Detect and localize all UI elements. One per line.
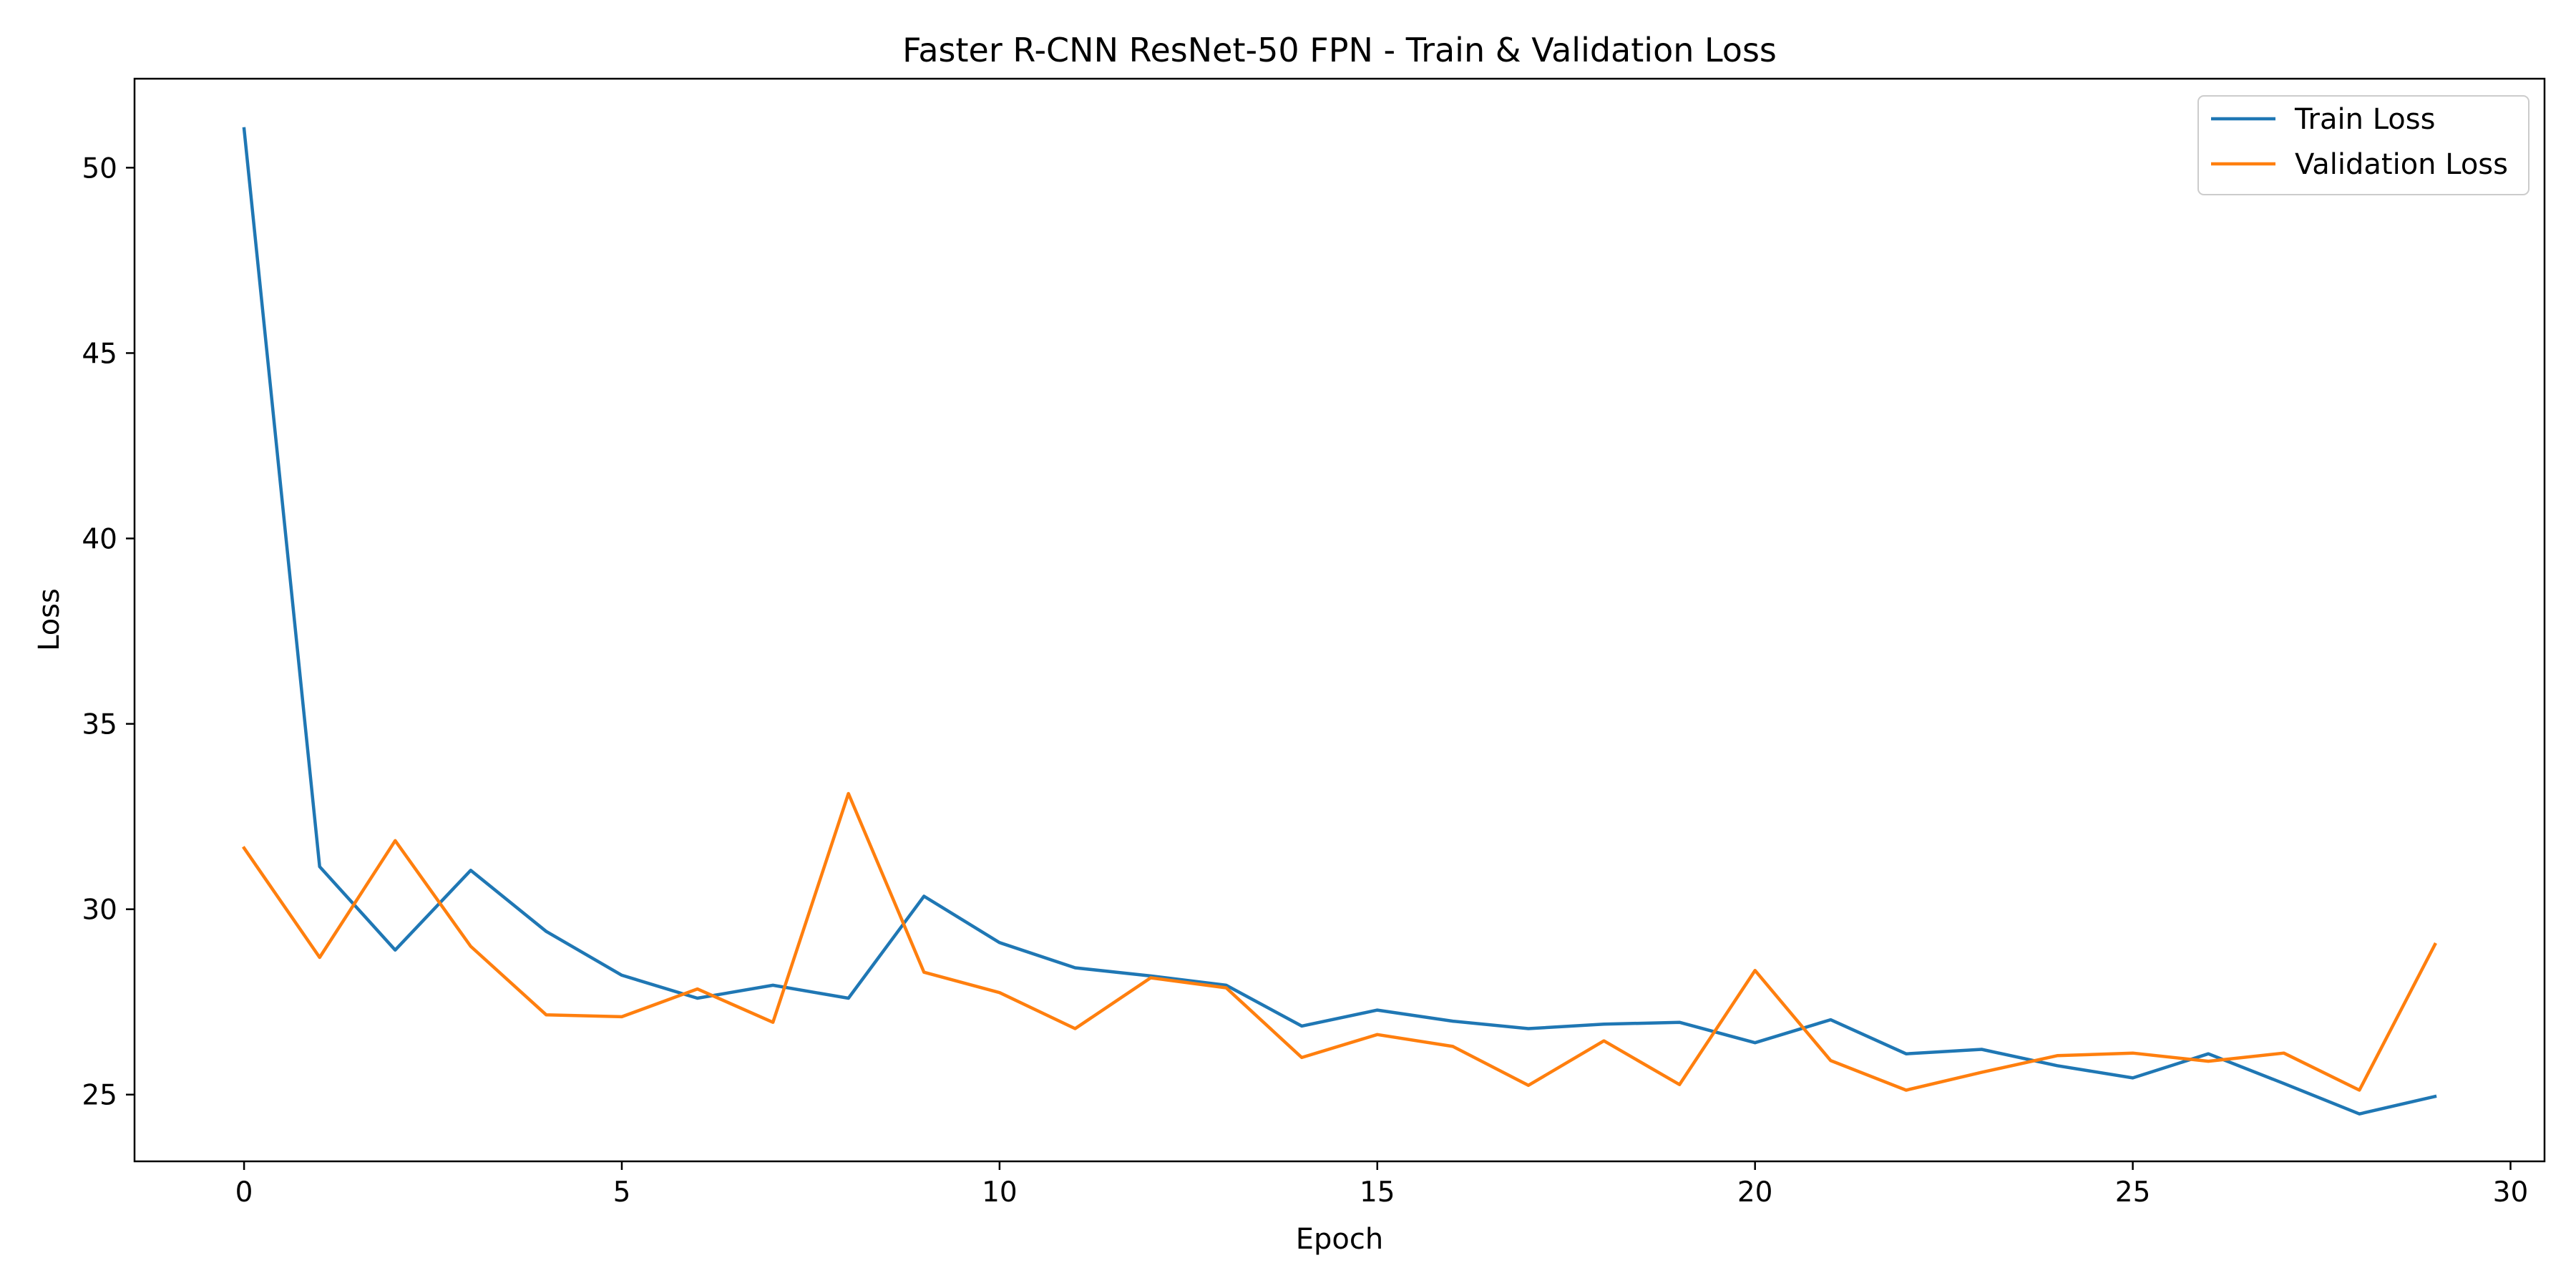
y-tick-label: 45 bbox=[82, 338, 117, 370]
legend-label-validation-loss: Validation Loss bbox=[2295, 148, 2508, 181]
y-tick-label: 35 bbox=[82, 709, 117, 741]
x-tick-label: 5 bbox=[613, 1176, 631, 1209]
x-tick-label: 30 bbox=[2493, 1176, 2529, 1209]
plot-area bbox=[241, 127, 2437, 1116]
x-tick-label: 20 bbox=[1737, 1176, 1773, 1209]
axes-frame bbox=[133, 77, 2546, 1163]
legend-box bbox=[2197, 95, 2529, 195]
series-line-validation-loss bbox=[241, 791, 2437, 1092]
y-axis-label: Loss bbox=[33, 588, 66, 651]
chart-title: Faster R-CNN ResNet-50 FPN - Train & Val… bbox=[902, 31, 1777, 69]
x-tick-label: 10 bbox=[982, 1176, 1018, 1209]
x-tick-label: 25 bbox=[2115, 1176, 2151, 1209]
y-tick-label: 40 bbox=[82, 524, 117, 556]
series-line-train-loss bbox=[242, 127, 2437, 1116]
legend-label-train-loss: Train Loss bbox=[2294, 103, 2435, 136]
axis-ticks: 0 5 10 15 20 25 30 25 30 35 40 45 50 bbox=[82, 152, 2528, 1209]
x-tick-label: 0 bbox=[235, 1176, 253, 1209]
y-tick-label: 25 bbox=[82, 1080, 117, 1112]
y-tick-label: 50 bbox=[82, 152, 117, 185]
y-tick-label: 30 bbox=[82, 894, 117, 927]
x-axis-label: Epoch bbox=[1296, 1223, 1383, 1256]
legend: Train Loss Validation Loss bbox=[2197, 95, 2529, 195]
x-tick-label: 15 bbox=[1360, 1176, 1395, 1209]
